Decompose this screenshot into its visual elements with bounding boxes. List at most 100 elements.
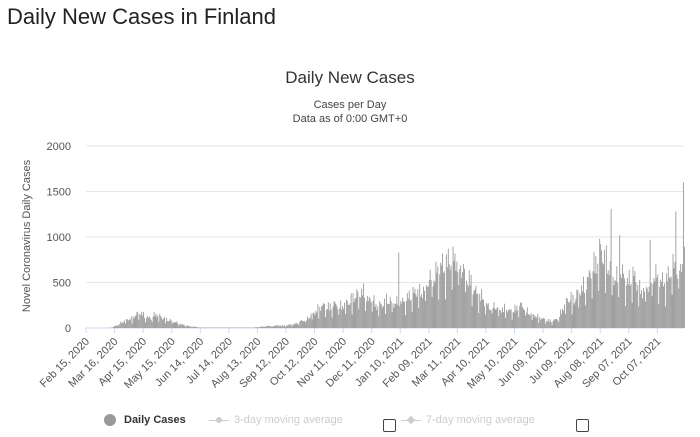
legend-label: 3-day moving average xyxy=(234,414,343,426)
data-bar xyxy=(286,325,288,328)
y-axis-ticks: 0 500 1000 1500 2000 xyxy=(47,141,71,335)
data-bar xyxy=(416,296,418,328)
data-bar xyxy=(261,326,263,328)
data-bar xyxy=(486,304,488,328)
data-bar xyxy=(334,302,336,328)
data-bar xyxy=(368,296,370,328)
data-bar xyxy=(442,253,444,328)
data-bar xyxy=(330,309,332,328)
toggle-3-day-checkbox[interactable] xyxy=(383,419,396,432)
data-bar xyxy=(133,318,135,328)
data-bar xyxy=(412,286,414,328)
data-bar xyxy=(340,300,342,328)
data-bar xyxy=(405,315,406,328)
data-bar xyxy=(478,313,480,328)
y-tick-label: 1000 xyxy=(47,232,71,244)
data-bar xyxy=(626,277,628,328)
data-bar xyxy=(649,239,651,328)
data-bar xyxy=(309,316,311,328)
data-bar xyxy=(518,317,520,328)
data-bar xyxy=(432,286,434,328)
data-bar xyxy=(288,324,290,328)
data-bar xyxy=(373,295,375,328)
data-bar xyxy=(131,323,133,328)
data-bar xyxy=(460,265,462,328)
data-bar xyxy=(402,297,404,328)
data-bar xyxy=(553,319,555,328)
data-bar xyxy=(640,293,642,328)
data-bar xyxy=(386,303,388,328)
data-bar xyxy=(337,309,339,328)
data-bar xyxy=(593,251,595,328)
data-bar xyxy=(285,325,287,328)
data-bar xyxy=(499,309,501,328)
data-bar xyxy=(325,316,326,328)
data-bar xyxy=(393,307,395,328)
data-bar xyxy=(628,269,630,328)
data-bar xyxy=(172,321,174,328)
data-bar xyxy=(250,327,252,328)
data-bar xyxy=(197,327,199,328)
data-bar xyxy=(672,253,674,328)
data-bar xyxy=(479,294,481,328)
data-bar xyxy=(617,282,619,328)
data-bar xyxy=(264,326,265,328)
data-bar xyxy=(644,291,645,328)
data-bar xyxy=(332,306,334,328)
data-bar xyxy=(524,315,526,328)
data-bar xyxy=(173,322,175,328)
data-bar xyxy=(643,288,644,328)
data-bar xyxy=(493,302,495,328)
data-bar xyxy=(277,325,279,328)
data-bar xyxy=(311,319,313,328)
data-bar xyxy=(177,323,179,328)
data-bar xyxy=(192,326,194,328)
data-bar xyxy=(166,321,168,328)
data-bar xyxy=(164,316,165,328)
legend-3-day-average[interactable]: 3-day moving average xyxy=(209,414,343,426)
legend-daily-cases[interactable]: Daily Cases xyxy=(104,414,186,426)
data-bar xyxy=(661,282,663,328)
data-bar xyxy=(127,320,129,328)
data-bar xyxy=(194,326,196,328)
data-bar xyxy=(255,327,257,328)
data-bar xyxy=(290,324,292,328)
data-bar xyxy=(500,310,502,328)
data-bar xyxy=(184,325,185,328)
data-bar xyxy=(471,306,473,328)
data-bar xyxy=(146,316,148,328)
data-bar xyxy=(627,284,629,328)
data-bar xyxy=(662,272,663,328)
data-bar xyxy=(254,327,256,328)
data-bar xyxy=(336,306,338,328)
data-bar xyxy=(362,295,364,328)
data-bar xyxy=(193,326,195,328)
data-bar xyxy=(636,290,638,328)
data-bar xyxy=(601,250,603,328)
data-bar xyxy=(505,309,507,328)
data-bar xyxy=(306,316,308,328)
data-bar xyxy=(115,325,117,328)
data-bar xyxy=(575,298,577,328)
data-bar xyxy=(537,313,539,328)
data-bar xyxy=(517,310,519,328)
data-bar xyxy=(530,313,532,328)
data-bar xyxy=(651,296,653,328)
data-bar xyxy=(605,245,607,328)
data-bar xyxy=(624,278,625,328)
data-bar xyxy=(181,324,183,328)
data-bar xyxy=(295,324,297,328)
data-bar xyxy=(606,273,608,328)
data-bar xyxy=(383,305,384,328)
data-bar xyxy=(342,306,344,328)
data-bar xyxy=(545,321,547,328)
data-bar xyxy=(570,291,572,328)
data-bar xyxy=(428,280,430,328)
data-bar xyxy=(139,314,141,328)
data-bar xyxy=(385,293,387,328)
legend-7-day-average[interactable]: 7-day moving average xyxy=(401,414,535,426)
data-bar xyxy=(189,326,191,328)
data-bar xyxy=(619,235,621,328)
data-bar xyxy=(445,254,447,328)
toggle-7-day-checkbox[interactable] xyxy=(576,419,589,432)
